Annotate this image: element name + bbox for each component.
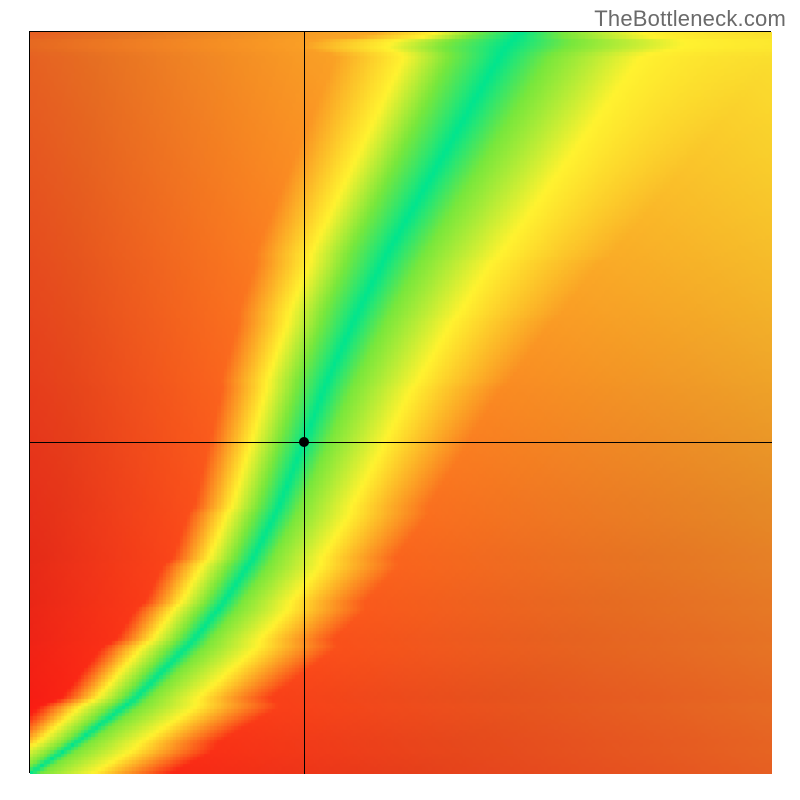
crosshair-vertical bbox=[304, 32, 305, 774]
heatmap-canvas bbox=[30, 32, 772, 774]
chart-container: TheBottleneck.com bbox=[0, 0, 800, 800]
watermark-text: TheBottleneck.com bbox=[594, 6, 786, 32]
chart-plot-area bbox=[29, 31, 771, 773]
crosshair-horizontal bbox=[30, 442, 772, 443]
selection-marker bbox=[299, 437, 309, 447]
